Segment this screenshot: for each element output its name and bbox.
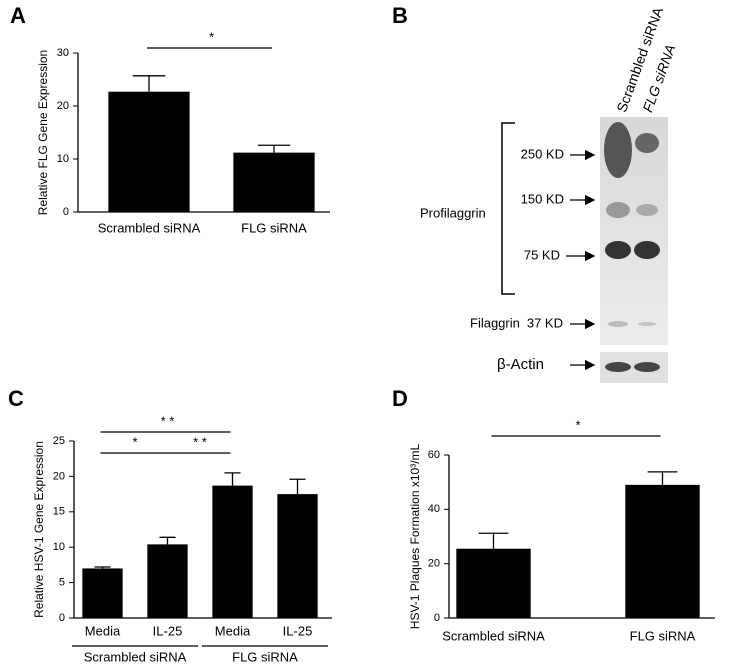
x-tick-label: IL-25 <box>153 623 183 638</box>
x-tick-label: FLG siRNA <box>241 220 307 235</box>
bracket <box>501 122 515 295</box>
bar <box>212 485 253 618</box>
actin-label: β-Actin <box>497 356 544 373</box>
bar <box>233 152 315 212</box>
y-axis-label: HSV-1 Plaques Formation x10³/mL <box>408 443 422 629</box>
x-tick-label: Scrambled siRNA <box>98 220 201 235</box>
bar <box>108 91 190 212</box>
significance-label: * <box>209 29 214 44</box>
y-tick-label: 0 <box>59 612 65 624</box>
marker-label: 75 KD <box>524 247 560 262</box>
y-tick-label: 30 <box>57 47 69 59</box>
group-label: Profilaggrin <box>420 205 486 220</box>
band <box>608 321 628 327</box>
band <box>605 362 631 372</box>
x-tick-label: Media <box>215 623 251 638</box>
band <box>638 322 656 326</box>
arrows <box>566 149 596 371</box>
marker-label: 150 KD <box>521 191 564 206</box>
panel-label: A <box>10 3 26 28</box>
x-tick-label: IL-25 <box>283 623 313 638</box>
y-tick-label: 15 <box>53 506 65 518</box>
marker-label: 250 KD <box>521 146 564 161</box>
marker-label: 37 KD <box>527 315 563 330</box>
x-tick-label: FLG siRNA <box>630 628 696 643</box>
band <box>634 362 660 372</box>
band <box>634 241 660 259</box>
bar <box>456 548 531 618</box>
y-tick-label: 0 <box>63 206 69 218</box>
y-tick-label: 20 <box>428 558 440 570</box>
y-tick-label: 25 <box>53 435 65 447</box>
group-label: FLG siRNA <box>232 649 298 664</box>
y-tick-label: 10 <box>53 541 65 553</box>
y-axis-label: Relative HSV-1 Gene Expression <box>32 441 46 618</box>
group-label: Scrambled siRNA <box>84 649 187 664</box>
panel-label: C <box>8 386 24 411</box>
y-tick-label: 10 <box>57 153 69 165</box>
band <box>605 241 631 259</box>
y-tick-label: 20 <box>57 100 69 112</box>
bar <box>82 568 123 618</box>
bar <box>625 484 700 618</box>
y-tick-label: 60 <box>428 449 440 461</box>
bar <box>277 494 318 618</box>
band <box>606 202 630 218</box>
y-tick-label: 40 <box>428 503 440 515</box>
band <box>635 133 659 153</box>
significance-label: * * <box>193 434 207 449</box>
panel-label: D <box>392 386 408 411</box>
y-tick-label: 20 <box>53 470 65 482</box>
significance-label: * <box>575 417 580 432</box>
panel-label: B <box>392 3 408 28</box>
bar <box>147 544 188 618</box>
x-tick-label: Scrambled siRNA <box>442 628 545 643</box>
y-tick-label: 0 <box>434 612 440 624</box>
significance-label: * <box>132 434 137 449</box>
filaggrin-label: Filaggrin <box>470 315 520 330</box>
blot: B Scrambled siRNA FLG siRNA Profilaggrin… <box>392 3 679 383</box>
band <box>636 204 658 216</box>
y-tick-label: 5 <box>59 577 65 589</box>
y-axis-label: Relative FLG Gene Expression <box>36 50 50 215</box>
x-tick-label: Media <box>85 623 121 638</box>
band <box>604 122 632 178</box>
significance-label: * * <box>161 413 175 428</box>
